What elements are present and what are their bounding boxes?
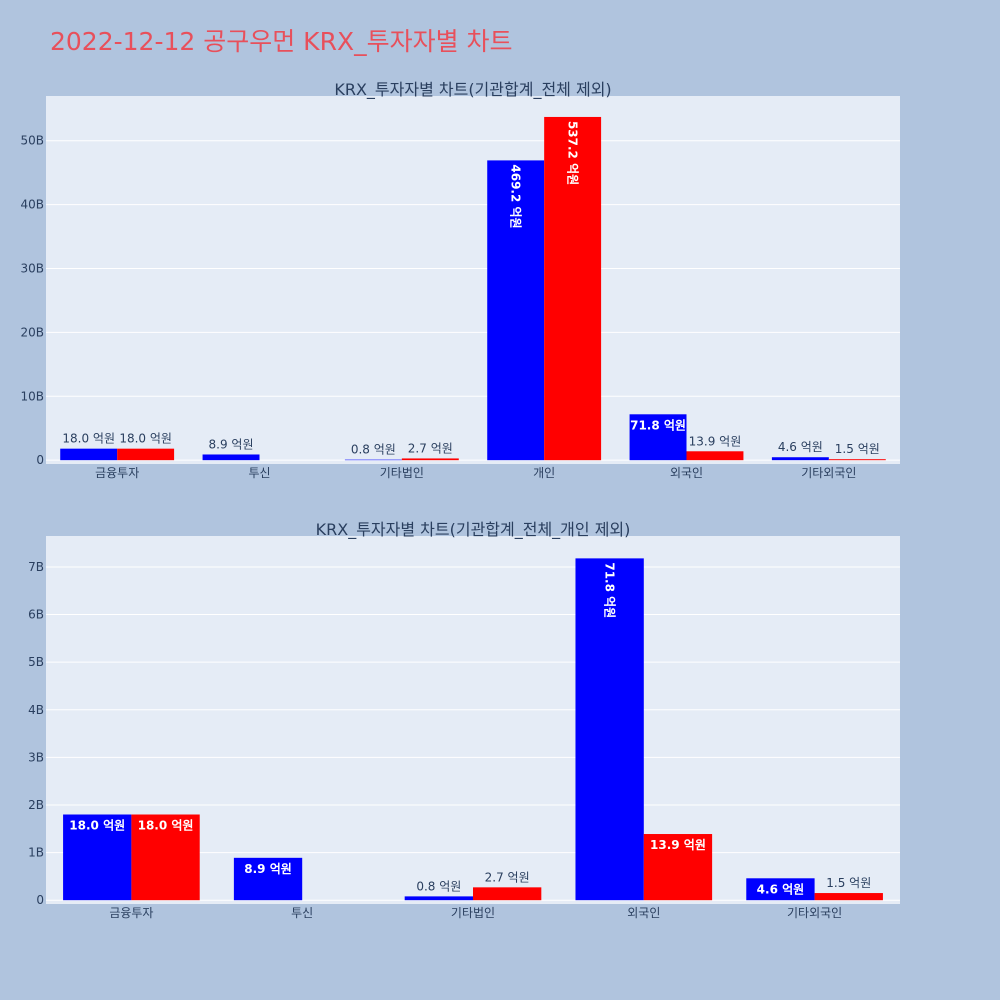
data-label: 8.9 억원 bbox=[244, 862, 292, 876]
data-label: 18.0 억원 bbox=[69, 818, 125, 832]
bar-buy-4 bbox=[746, 878, 815, 901]
chart-title: KRX_투자자별 차트(기관합계_전체 제외) bbox=[334, 80, 611, 100]
bar-buy-2 bbox=[404, 896, 473, 901]
y-tick-label: 50B bbox=[20, 134, 44, 148]
data-label: 2.7 억원 bbox=[408, 441, 453, 455]
bar-sell-2 bbox=[401, 458, 459, 461]
y-tick-label: 5B bbox=[28, 655, 44, 669]
data-label: 1.5 억원 bbox=[835, 442, 880, 456]
y-tick-label: 2B bbox=[28, 798, 44, 812]
data-label: 469.2 억원 bbox=[509, 164, 523, 228]
data-label: 71.8 억원 bbox=[630, 418, 686, 432]
y-tick-label: 10B bbox=[20, 389, 44, 403]
y-tick-label: 3B bbox=[28, 750, 44, 764]
bar-buy-3 bbox=[575, 558, 644, 901]
data-label: 4.6 억원 bbox=[757, 882, 805, 896]
x-tick-label: 금융투자 bbox=[95, 466, 139, 480]
data-label: 1.5 억원 bbox=[826, 876, 871, 890]
data-label: 18.0 억원 bbox=[138, 818, 194, 832]
bar-buy-1 bbox=[202, 454, 260, 461]
data-label: 18.0 억원 bbox=[62, 432, 115, 446]
page-title: 2022-12-12 공구우먼 KRX_투자자별 차트 bbox=[50, 27, 513, 56]
x-tick-label: 기타외국인 bbox=[801, 466, 856, 480]
x-tick-label: 투신 bbox=[248, 466, 270, 480]
y-tick-label: 6B bbox=[28, 608, 44, 622]
data-label: 8.9 억원 bbox=[209, 437, 254, 451]
chart-2: KRX_투자자별 차트(기관합계_전체_개인 제외) 0 1B 2B 3B 4B 5B 6B 7… bbox=[28, 520, 900, 920]
data-label: 537.2 억원 bbox=[565, 121, 579, 185]
bar-buy-3 bbox=[487, 160, 545, 461]
y-tick-label: 40B bbox=[20, 198, 44, 212]
y-tick-label: 4B bbox=[28, 703, 44, 717]
bar-buy-4 bbox=[629, 414, 687, 461]
bar-buy-0 bbox=[63, 814, 132, 901]
data-label: 2.7 억원 bbox=[485, 870, 530, 884]
data-label: 71.8 억원 bbox=[602, 562, 616, 618]
bar-sell-3 bbox=[544, 116, 602, 461]
x-tick-label: 기타외국인 bbox=[787, 906, 842, 920]
bar-sell-0 bbox=[131, 814, 200, 901]
bar-sell-2 bbox=[473, 887, 542, 901]
y-tick-label: 1B bbox=[28, 846, 44, 860]
data-label: 0.8 억원 bbox=[416, 879, 461, 893]
x-tick-label: 외국인 bbox=[627, 906, 660, 920]
data-label: 18.0 억원 bbox=[119, 432, 172, 446]
chart-1: KRX_투자자별 차트(기관합계_전체 제외) 0 10B 20B 30B 40B 50B 금… bbox=[20, 80, 900, 480]
bar-sell-0 bbox=[117, 448, 175, 461]
bar-sell-3 bbox=[643, 834, 713, 901]
y-tick-label: 7B bbox=[28, 560, 44, 574]
data-label: 13.9 억원 bbox=[650, 838, 706, 852]
data-label: 4.6 억원 bbox=[778, 440, 823, 454]
x-tick-label: 투신 bbox=[291, 906, 313, 920]
bar-buy-0 bbox=[60, 448, 118, 461]
bar-buy-2 bbox=[344, 459, 402, 461]
y-tick-label: 0 bbox=[36, 893, 44, 907]
y-tick-label: 20B bbox=[20, 325, 44, 339]
x-tick-label: 기타법인 bbox=[380, 466, 424, 480]
x-tick-label: 금융투자 bbox=[109, 906, 153, 920]
data-label: 0.8 억원 bbox=[351, 443, 396, 457]
data-label: 13.9 억원 bbox=[689, 434, 742, 448]
x-tick-label: 기타법인 bbox=[451, 906, 495, 920]
y-tick-label: 30B bbox=[20, 262, 44, 276]
bar-buy-1 bbox=[233, 857, 303, 901]
plot-area bbox=[46, 96, 900, 464]
bar-buy-5 bbox=[771, 457, 829, 461]
y-tick-label: 0 bbox=[36, 453, 44, 467]
x-tick-label: 외국인 bbox=[670, 466, 703, 480]
bar-sell-4 bbox=[686, 451, 744, 461]
chart-title: KRX_투자자별 차트(기관합계_전체_개인 제외) bbox=[316, 520, 631, 540]
x-tick-label: 개인 bbox=[533, 466, 555, 480]
bar-sell-4 bbox=[814, 893, 883, 901]
bar-sell-5 bbox=[828, 459, 886, 461]
